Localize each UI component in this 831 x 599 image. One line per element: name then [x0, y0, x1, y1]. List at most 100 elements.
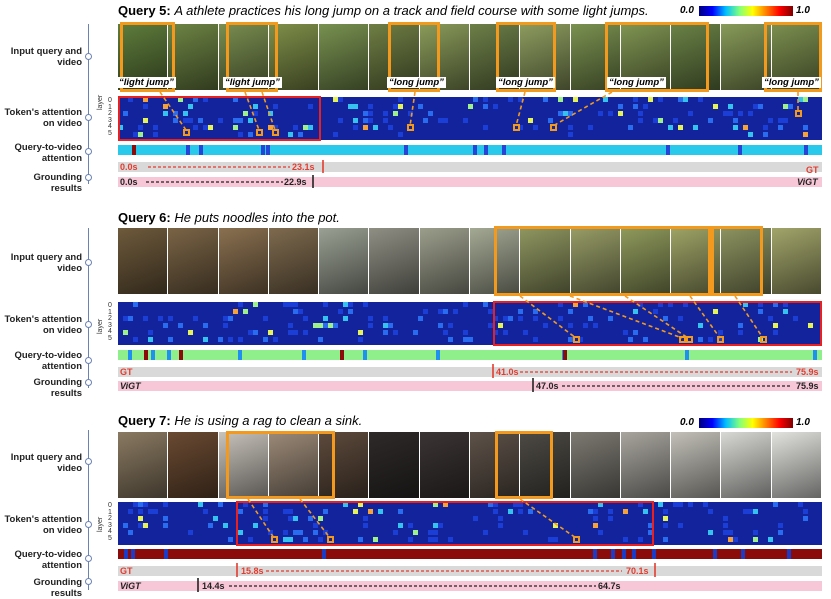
connector-line: [159, 91, 187, 131]
heatmap-cell: [283, 509, 288, 514]
heatmap-cell: [383, 316, 388, 321]
heatmap-cell: [543, 323, 548, 328]
video-frame: [419, 228, 470, 294]
heatmap-cell: [418, 104, 423, 109]
heatmap-cell: [803, 516, 808, 521]
heatmap-cell: [163, 323, 168, 328]
video-frame: [721, 432, 772, 498]
heatmap-cell: [123, 316, 128, 321]
heatmap-cell: [148, 330, 153, 335]
attention-segment: [179, 350, 183, 360]
heatmap-cell: [583, 302, 588, 307]
connector-line: [624, 295, 689, 339]
frame-tag: “long jump”: [496, 77, 555, 88]
highlight-frame: [764, 22, 822, 92]
heatmap-cell: [723, 516, 728, 521]
connector-line: [689, 295, 721, 339]
attention-segment: [151, 350, 155, 360]
heatmap-cell: [723, 530, 728, 535]
heatmap-cell: [663, 509, 668, 514]
heatmap-cell: [253, 330, 258, 335]
attention-segment: [167, 350, 171, 360]
heatmap-cell: [333, 323, 338, 328]
heatmap-cell: [348, 302, 353, 307]
video-frame: [620, 228, 672, 294]
heatmap-cell: [233, 118, 238, 123]
heatmap-cell: [338, 309, 343, 314]
heatmap-cell: [803, 125, 808, 130]
layer-tick: 3: [108, 116, 112, 124]
heatmap-cell: [453, 309, 458, 314]
video-frame: [419, 432, 470, 498]
heatmap-cell: [163, 523, 168, 528]
timeline-rail: [88, 228, 89, 388]
heatmap-cell: [203, 97, 208, 102]
heatmap-cell: [318, 337, 323, 342]
heatmap-cell: [768, 316, 773, 321]
heatmap-cell: [293, 125, 298, 130]
token-attention-heatmap: [118, 302, 822, 345]
heatmap-cell: [483, 530, 488, 535]
heatmap-cell: [733, 118, 738, 123]
input-query-label: Input query and video: [10, 252, 82, 274]
heatmap-cell: [543, 97, 548, 102]
attention-segment: [322, 549, 326, 559]
heatmap-cell: [423, 309, 428, 314]
heatmap-cell: [633, 309, 638, 314]
attention-segment: [787, 549, 791, 559]
heatmap-cell: [438, 118, 443, 123]
heatmap-cell: [748, 111, 753, 116]
heatmap-cell: [623, 330, 628, 335]
attention-segment: [131, 549, 135, 559]
heatmap-cell: [638, 118, 643, 123]
heatmap-cell: [593, 523, 598, 528]
video-frame: [118, 228, 169, 294]
gt-end: 70.1s: [626, 566, 649, 576]
heatmap-cell: [393, 330, 398, 335]
heatmap-cell: [248, 132, 253, 137]
heatmap-cell: [263, 516, 268, 521]
heatmap-cell: [663, 316, 668, 321]
highlight-cell: [795, 110, 802, 117]
heatmap-cell: [203, 323, 208, 328]
heatmap-cell: [468, 104, 473, 109]
video-frame: [319, 432, 370, 498]
heatmap-cell: [398, 104, 403, 109]
heatmap-cell: [708, 118, 713, 123]
heatmap-cell: [673, 118, 678, 123]
video-frame: [118, 432, 169, 498]
highlight-frame: [605, 22, 709, 92]
heatmap-cell: [163, 104, 168, 109]
heatmap-cell: [293, 330, 298, 335]
attention-segment: [666, 145, 670, 155]
heatmap-cell: [208, 125, 213, 130]
heatmap-cell: [393, 104, 398, 109]
connector-line: [734, 295, 764, 339]
heatmap-cell: [623, 509, 628, 514]
heatmap-cell: [428, 537, 433, 542]
heatmap-cell: [238, 530, 243, 535]
heatmap-cell: [473, 97, 478, 102]
heatmap-cell: [443, 118, 448, 123]
heatmap-cell: [288, 330, 293, 335]
rail-node: [85, 521, 92, 528]
heatmap-cell: [223, 523, 228, 528]
attention-colorbar: [699, 418, 793, 428]
layer-tick: 5: [108, 334, 112, 342]
heatmap-cell: [688, 502, 693, 507]
heatmap-cell: [238, 302, 243, 307]
heatmap-cell: [753, 537, 758, 542]
heatmap-cell: [368, 509, 373, 514]
grounding-results-label: Grounding results: [33, 577, 82, 599]
frame-tag: “light jump”: [117, 77, 176, 88]
layer-tick: 4: [108, 328, 112, 335]
heatmap-cell: [678, 523, 683, 528]
heatmap-cell: [438, 523, 443, 528]
heatmap-cell: [153, 132, 158, 137]
heatmap-cell: [128, 316, 133, 321]
attention-segment: [738, 145, 742, 155]
heatmap-cell: [693, 125, 698, 130]
attention-segment: [741, 549, 745, 559]
prediction-bar: [118, 177, 822, 187]
